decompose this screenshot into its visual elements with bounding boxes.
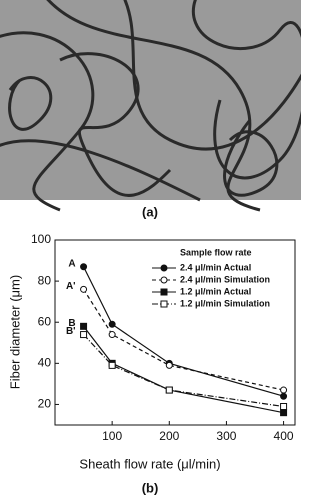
x-tick-label: 300 [216,429,236,443]
annotation: A' [66,281,76,292]
point [280,409,288,417]
legend-label: 1.2 μl/min Simulation [180,298,270,308]
legend-marker [160,264,168,272]
photo-caption: (a) [142,204,158,219]
legend-label: 2.4 μl/min Actual [180,262,251,272]
series-line [83,266,284,397]
y-axis-title: Fiber diameter (μm) [7,275,22,389]
legend-marker [160,288,168,296]
figure: (a) (b) Sheath flow rate (μl/min) Fiber … [0,0,312,495]
point [108,361,116,369]
y-tick-label: 80 [38,273,52,287]
y-tick-label: 60 [38,314,52,328]
fiber-photo [0,0,312,212]
legend-label: 2.4 μl/min Simulation [180,274,270,284]
point [80,263,88,271]
annotation: B' [66,326,76,337]
point [165,361,173,369]
x-axis-title: Sheath flow rate (μl/min) [79,456,220,471]
legend-marker [160,276,168,284]
point [108,331,116,339]
chart-caption: (b) [142,480,159,495]
annotation: B [68,318,75,329]
legend-title: Sample flow rate [180,247,252,257]
series-line [83,325,284,414]
annotation: A [68,258,75,269]
series [80,285,288,394]
series [80,331,288,410]
series-line [83,334,284,408]
point [80,285,88,293]
point [108,320,116,328]
point [280,386,288,394]
y-tick-label: 20 [38,397,52,411]
point [80,331,88,339]
legend-label: 1.2 μl/min Actual [180,286,251,296]
point [80,322,88,330]
x-tick-label: 200 [159,429,179,443]
x-tick-label: 100 [102,429,122,443]
plot-frame [54,239,296,426]
point [280,392,288,400]
point [165,386,173,394]
y-tick-label: 100 [31,232,51,246]
series-line [83,289,284,391]
y-tick-label: 40 [38,356,52,370]
x-tick-label: 400 [274,429,294,443]
legend-marker [160,300,168,308]
point [280,403,288,410]
